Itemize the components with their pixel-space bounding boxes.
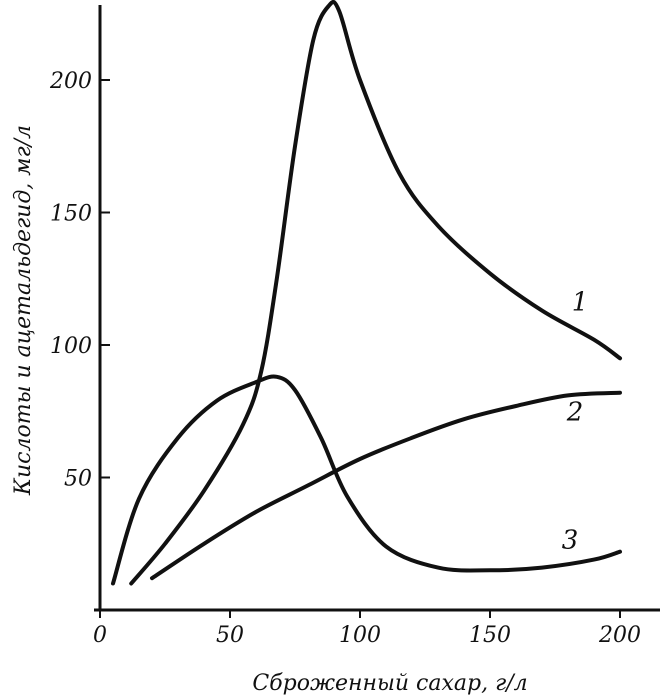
series-line-3 — [111, 374, 622, 586]
series-label-2: 2 — [566, 398, 584, 428]
y-axis-label: Кислоты и ацетальдегид, мг/л — [11, 125, 36, 496]
x-ticks: 0 50 100 150 200 — [93, 610, 641, 648]
series-label-3: 3 — [562, 526, 579, 556]
axes — [94, 5, 660, 612]
x-axis-label: Сброженный сахар, г/л — [252, 671, 527, 696]
series-line-1 — [129, 0, 622, 586]
curve-labels: 1 2 3 — [562, 287, 589, 555]
x-tick-label: 100 — [339, 623, 381, 648]
curves — [111, 0, 622, 586]
y-tick-label: 150 — [50, 202, 92, 227]
x-tick-label: 150 — [469, 623, 511, 648]
x-tick-label: 200 — [598, 623, 641, 648]
x-tick-label: 50 — [216, 623, 244, 648]
y-tick-label: 200 — [49, 69, 92, 94]
y-tick-label: 50 — [64, 467, 92, 492]
y-ticks: 50 100 150 200 — [49, 69, 110, 492]
x-tick-label: 0 — [93, 623, 107, 648]
series-label-1: 1 — [572, 287, 589, 317]
series-line-2 — [150, 390, 622, 581]
y-tick-label: 100 — [50, 334, 92, 359]
